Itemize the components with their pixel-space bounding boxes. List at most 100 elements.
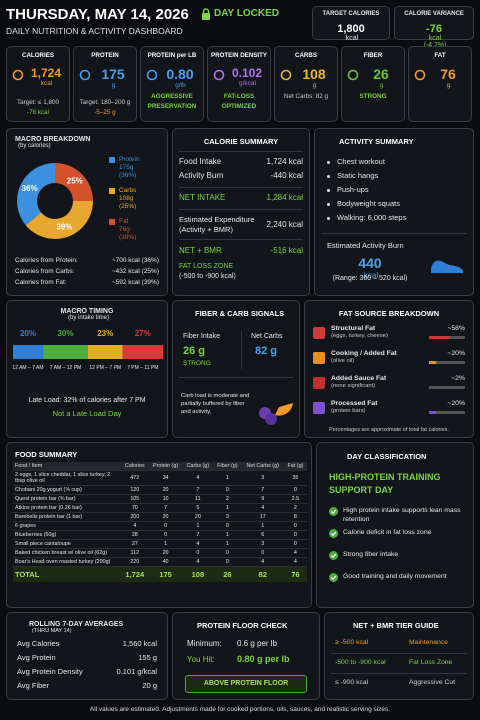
icon-shape [414, 69, 426, 81]
cell: 0 [241, 548, 284, 558]
subtitle: (by intake time) [67, 315, 109, 321]
activity-item: Push-ups [337, 185, 369, 194]
cell: 2 [283, 503, 307, 513]
column-header: Calories [121, 462, 149, 471]
fat-detail: (olive oil) [331, 358, 355, 364]
timing-time: 12 PM – 7 PM [89, 365, 122, 371]
total-cell: 26 [223, 570, 232, 579]
kpi-unit: g [312, 82, 317, 89]
cell: Blueberries (50g) [13, 530, 121, 540]
legend-swatch [109, 188, 115, 194]
bar-fill [429, 386, 430, 389]
cell: 2.5 [283, 494, 307, 504]
title: FIBER & CARB SIGNALS [195, 309, 285, 318]
expenditure-sub: (Activity + BMR) [179, 225, 233, 234]
net-carbs-value: 82 g [255, 345, 278, 357]
calorie-summary: CALORIE SUMMARY Food Intake 1,724 kcal Acti… [172, 128, 310, 296]
cell: 27 [121, 539, 149, 549]
macro-breakdown: MACRO BREAKDOWN (by calories) 25% 39% 36% Pro… [6, 128, 168, 296]
icon-shape [12, 69, 24, 81]
icon-shape [146, 69, 158, 81]
divider [321, 233, 467, 234]
classification-item: Calorie deficit in fat loss zone [343, 529, 432, 536]
cell: 11 [182, 494, 214, 504]
label: TARGET CALORIES [322, 11, 380, 17]
kpi-unit: g [446, 82, 451, 89]
cell: 6 [241, 530, 284, 540]
kpi-label: CARBS [294, 52, 317, 59]
timing-segment [88, 345, 123, 359]
minimum-label: Minimum: [187, 639, 222, 648]
kpi-card: PROTEIN per LB 0.80 g/lb AGGRESSIVE PRESERVA… [140, 46, 204, 122]
avg-value: 155 g [138, 653, 157, 662]
title-row: MACRO TIMING (by intake time) [7, 308, 167, 321]
classification-item: Good training and daily movement [343, 573, 447, 580]
legend-share: (25%) [119, 203, 137, 210]
tier-guide: NET + BMR TIER GUIDE ≥ -500 kcal Maintenan… [324, 612, 474, 700]
activity-item: Walking: 6,000 steps [337, 213, 407, 222]
cell: 1 [148, 539, 183, 549]
fat-pct: ~2% [451, 375, 465, 382]
cell: 70 [121, 503, 149, 513]
badge: ABOVE PROTEIN FLOOR [185, 675, 307, 693]
cell: 3 [241, 539, 284, 549]
cell: 0 [148, 521, 183, 531]
food-row: 2 eggs, 1 slice cheddar, 1 slice turkey,… [13, 470, 307, 486]
cell: 6 grapes [13, 521, 121, 531]
timing-pct: 27% [134, 329, 151, 338]
cal-from-value: ~700 kcal (36%) [111, 257, 159, 264]
melon [275, 403, 293, 416]
cell: 20 [148, 485, 183, 495]
cell: 3 [241, 470, 284, 486]
avg-value: 1,560 kcal [122, 639, 157, 648]
kpi-icon [146, 69, 158, 81]
check-icon [329, 573, 338, 582]
kpi-card: FIBER 26 g STRONG [341, 46, 405, 122]
cell: 20 [182, 512, 214, 522]
kpi-unit: g [111, 82, 116, 89]
cell: 1 [213, 539, 242, 549]
kpi-icon [414, 69, 426, 81]
icon-shape [347, 69, 359, 81]
bar-fill [429, 361, 437, 364]
food-row: Boar's Head oven roasted turkey (200g) 22… [13, 557, 307, 567]
cell: 1 [182, 521, 214, 531]
kpi-note: Target: ≤ 1,800 [17, 99, 59, 106]
timing-time: 12 AM – 7 AM [12, 365, 44, 371]
bar-fill [429, 336, 450, 339]
column-header: Net Carbs (g) [241, 462, 284, 471]
title: MACRO TIMING [60, 308, 114, 315]
cell: 20 [148, 512, 183, 522]
avg-label: Avg Calories [17, 639, 60, 648]
title: FOOD SUMMARY [15, 450, 78, 459]
legend-name: Carbs [119, 187, 137, 194]
kpi-label: CALORIES [22, 52, 54, 59]
column-header: Fiber (g) [213, 462, 242, 471]
food-row: Baked chicken breast w/ olive oil (62g) 1… [13, 548, 307, 558]
timing-time: 7 AM – 12 PM [49, 365, 82, 371]
fat-detail: (protein bars) [331, 408, 366, 414]
late-load: Late Load: 32% of calories after 7 PM [28, 397, 146, 404]
kpi-label: FAT [434, 52, 446, 59]
cell: 9 [241, 494, 284, 504]
fat-icon [313, 327, 325, 339]
cell: 7 [148, 503, 183, 513]
fat-pct: ~58% [447, 325, 465, 332]
kpi-value-row: 26 g [360, 66, 402, 89]
cell: 112 [121, 548, 149, 558]
fiber-status: STRONG [183, 360, 211, 367]
kpi-label: PROTEIN DENSITY [210, 52, 268, 59]
title: DAY CLASSIFICATION [347, 452, 427, 461]
legend-name: Fat [119, 218, 129, 225]
grape [265, 413, 277, 425]
tier-range: ≤ -900 kcal [335, 679, 369, 686]
cell: 0 [213, 521, 242, 531]
cell: 3 [213, 512, 242, 522]
headline: HIGH-PROTEIN TRAINING SUPPORT DAY [329, 472, 441, 496]
header-row: Food / Item Calories Protein (g) Carbs (g) F… [13, 462, 307, 471]
row-label: Food Intake [179, 157, 222, 166]
title-row: ROLLING 7-DAY AVERAGES (THRU MAY 14) [29, 621, 123, 634]
kpi-value: 0.80 [166, 66, 194, 82]
check-icon [329, 551, 338, 560]
legend-grams: 175g [119, 164, 134, 171]
